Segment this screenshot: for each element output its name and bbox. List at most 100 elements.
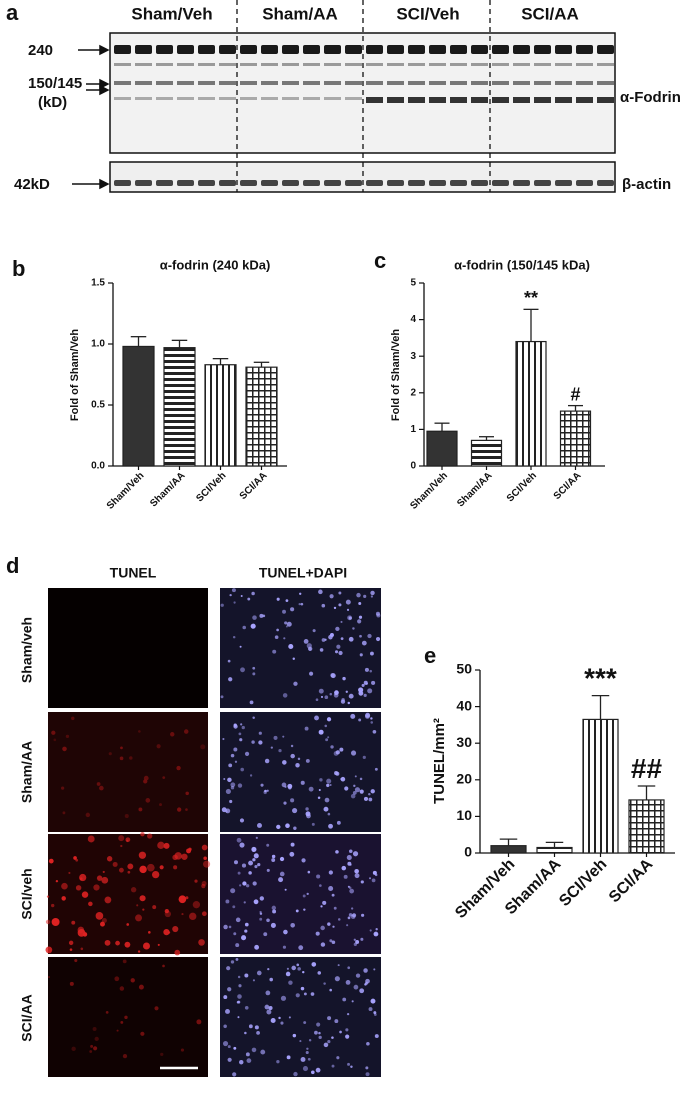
band — [471, 63, 488, 66]
nucleus — [278, 748, 282, 753]
row-label: Sham/AA — [19, 741, 35, 803]
band — [513, 81, 530, 85]
band — [450, 81, 467, 85]
nucleus — [309, 671, 314, 676]
red-signal — [196, 1019, 202, 1025]
panel-label: e — [424, 643, 436, 668]
nucleus — [308, 786, 314, 792]
band — [408, 81, 425, 85]
nucleus — [327, 922, 331, 926]
chart-title: α-fodrin (150/145 kDa) — [454, 257, 590, 272]
red-signal — [92, 1027, 97, 1032]
nucleus — [270, 746, 273, 749]
nucleus — [327, 1040, 331, 1044]
nucleus — [283, 637, 286, 640]
bar — [163, 347, 196, 467]
red-signal — [65, 734, 70, 739]
nucleus — [305, 811, 311, 817]
red-signal — [136, 904, 139, 907]
bar — [628, 799, 665, 854]
red-signal — [163, 842, 170, 849]
nucleus — [282, 693, 288, 698]
nucleus — [285, 599, 289, 602]
red-signal — [48, 858, 54, 864]
nucleus — [252, 666, 256, 670]
red-signal — [163, 929, 170, 936]
nucleus — [276, 597, 280, 601]
nucleus — [248, 1024, 253, 1029]
red-signal — [139, 865, 147, 874]
nucleus — [228, 677, 233, 682]
nucleus — [370, 789, 375, 794]
nucleus — [250, 623, 256, 629]
nucleus — [230, 753, 235, 758]
nucleus — [350, 713, 356, 719]
nucleus — [266, 868, 270, 872]
red-signal — [181, 853, 188, 860]
nucleus — [248, 871, 252, 875]
red-signal — [162, 964, 165, 968]
nucleus — [242, 625, 246, 630]
band — [555, 45, 572, 54]
band — [219, 180, 236, 186]
column-label: TUNEL+DAPI — [259, 565, 347, 581]
nucleus — [365, 1072, 370, 1077]
nucleus — [227, 777, 232, 783]
red-signal — [181, 913, 184, 916]
nucleus — [334, 771, 339, 776]
red-signal — [157, 943, 160, 946]
nucleus — [337, 964, 340, 967]
nucleus — [330, 745, 334, 749]
nucleus — [252, 979, 255, 982]
y-tick-label: 30 — [456, 734, 472, 750]
nucleus — [361, 640, 367, 646]
nucleus — [312, 629, 316, 633]
nucleus — [239, 738, 243, 742]
red-signal — [185, 791, 189, 796]
nucleus — [302, 1066, 309, 1072]
red-signal — [180, 1048, 185, 1052]
annotation: *** — [584, 663, 617, 694]
nucleus — [345, 1028, 349, 1032]
band — [177, 180, 194, 186]
nucleus — [271, 854, 276, 859]
nucleus — [329, 939, 333, 943]
nucleus — [251, 740, 255, 744]
nucleus — [283, 929, 288, 935]
annotation: ## — [631, 753, 663, 784]
band — [576, 81, 593, 85]
nucleus — [347, 916, 351, 920]
tunel-image — [48, 712, 208, 832]
nucleus — [346, 924, 349, 927]
red-signal — [138, 984, 144, 990]
red-signal — [137, 950, 141, 953]
red-signal — [160, 1052, 164, 1057]
band — [177, 45, 194, 54]
red-signal — [126, 839, 129, 842]
red-signal — [201, 883, 206, 889]
nucleus — [251, 1047, 257, 1053]
nucleus — [228, 925, 232, 929]
nucleus — [334, 976, 340, 982]
nucleus — [319, 648, 324, 652]
tunel-image — [48, 834, 208, 954]
nucleus — [353, 938, 356, 941]
nucleus — [322, 900, 327, 905]
nucleus — [303, 638, 309, 644]
nucleus — [252, 716, 255, 720]
red-signal — [183, 729, 189, 734]
red-signal — [142, 908, 145, 911]
band — [303, 81, 320, 85]
nucleus — [238, 732, 242, 736]
red-signal — [130, 887, 137, 893]
band — [156, 81, 173, 85]
red-signal — [148, 931, 151, 934]
nucleus — [326, 783, 330, 788]
nucleus — [324, 695, 329, 700]
nucleus — [324, 797, 330, 803]
red-signal — [95, 912, 104, 920]
red-signal — [139, 895, 146, 902]
nucleus — [274, 635, 279, 640]
red-signal — [174, 949, 181, 956]
band — [408, 45, 425, 54]
